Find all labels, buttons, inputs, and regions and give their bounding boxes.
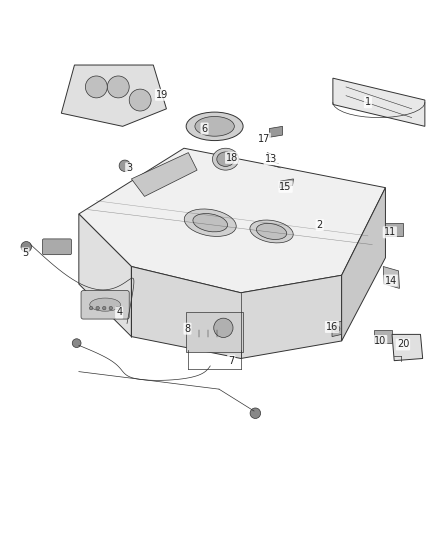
FancyBboxPatch shape: [81, 290, 129, 319]
Ellipse shape: [250, 220, 293, 243]
FancyBboxPatch shape: [42, 239, 71, 255]
Ellipse shape: [184, 209, 236, 237]
Text: 13: 13: [265, 154, 277, 164]
Text: 18: 18: [226, 153, 238, 163]
Circle shape: [214, 318, 233, 337]
Circle shape: [89, 306, 93, 310]
Polygon shape: [79, 214, 131, 336]
Polygon shape: [79, 148, 385, 293]
Polygon shape: [383, 266, 399, 288]
Text: 1: 1: [365, 97, 371, 107]
Ellipse shape: [195, 117, 234, 136]
Polygon shape: [279, 179, 293, 188]
Circle shape: [334, 326, 340, 332]
Circle shape: [109, 306, 113, 310]
Circle shape: [85, 76, 107, 98]
Circle shape: [116, 306, 119, 310]
Circle shape: [72, 339, 81, 348]
Polygon shape: [131, 152, 197, 197]
Text: 6: 6: [201, 124, 208, 134]
Circle shape: [129, 89, 151, 111]
Text: 5: 5: [22, 248, 28, 259]
Text: 19: 19: [156, 90, 168, 100]
Text: 11: 11: [384, 228, 396, 237]
Polygon shape: [332, 321, 342, 336]
Polygon shape: [61, 65, 166, 126]
Ellipse shape: [217, 152, 234, 166]
Text: 7: 7: [228, 356, 234, 366]
Polygon shape: [392, 334, 423, 361]
Text: 17: 17: [258, 134, 270, 143]
Ellipse shape: [90, 298, 120, 311]
FancyBboxPatch shape: [186, 312, 243, 352]
Polygon shape: [374, 330, 392, 343]
Polygon shape: [333, 78, 425, 126]
Polygon shape: [269, 126, 283, 138]
Text: 14: 14: [385, 276, 397, 286]
Polygon shape: [131, 266, 342, 359]
Text: 15: 15: [279, 182, 292, 192]
Ellipse shape: [212, 148, 239, 170]
Circle shape: [96, 306, 99, 310]
Ellipse shape: [256, 223, 287, 239]
Text: 4: 4: [116, 308, 122, 318]
Ellipse shape: [186, 112, 243, 141]
Text: 20: 20: [397, 340, 409, 350]
Text: 2: 2: [317, 220, 323, 230]
Text: 10: 10: [374, 336, 386, 346]
Text: 8: 8: [184, 324, 191, 334]
Circle shape: [250, 408, 261, 418]
Circle shape: [107, 76, 129, 98]
Circle shape: [119, 160, 131, 172]
Text: 16: 16: [326, 322, 338, 332]
Text: 3: 3: [126, 164, 132, 173]
Circle shape: [21, 241, 32, 252]
Circle shape: [102, 306, 106, 310]
Polygon shape: [342, 188, 385, 341]
Polygon shape: [385, 223, 403, 236]
Ellipse shape: [193, 214, 228, 232]
